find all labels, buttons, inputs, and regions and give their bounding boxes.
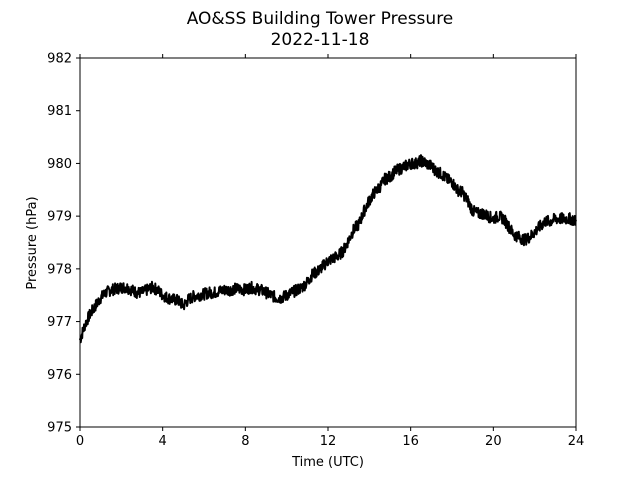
x-tick-label: 24 [568, 434, 585, 449]
chart-title: AO&SS Building Tower Pressure [187, 9, 454, 29]
x-tick-label: 0 [76, 434, 84, 449]
y-tick-label: 980 [47, 157, 72, 172]
y-tick-label: 975 [47, 421, 72, 436]
x-axis-label: Time (UTC) [291, 455, 364, 470]
y-tick-label: 981 [47, 104, 72, 119]
series-line [79, 154, 577, 344]
x-tick-label: 20 [485, 434, 502, 449]
x-tick-label: 12 [320, 434, 337, 449]
y-tick-label: 976 [47, 368, 72, 383]
chart-subtitle: 2022-11-18 [271, 30, 370, 50]
y-tick-label: 979 [47, 210, 72, 225]
y-tick-label: 978 [47, 262, 72, 277]
y-axis-label: Pressure (hPa) [25, 196, 40, 289]
plot-frame [79, 57, 577, 428]
y-tick-label: 977 [47, 315, 72, 330]
x-tick-label: 8 [241, 434, 249, 449]
y-tick-label: 982 [47, 52, 72, 67]
y-axis-ticks: 975 976 977 978 979 980 981 982 [47, 52, 80, 436]
x-tick-label: 16 [402, 434, 419, 449]
x-tick-label: 4 [159, 434, 167, 449]
x-axis-ticks: 0 4 8 12 16 20 24 [76, 54, 584, 449]
